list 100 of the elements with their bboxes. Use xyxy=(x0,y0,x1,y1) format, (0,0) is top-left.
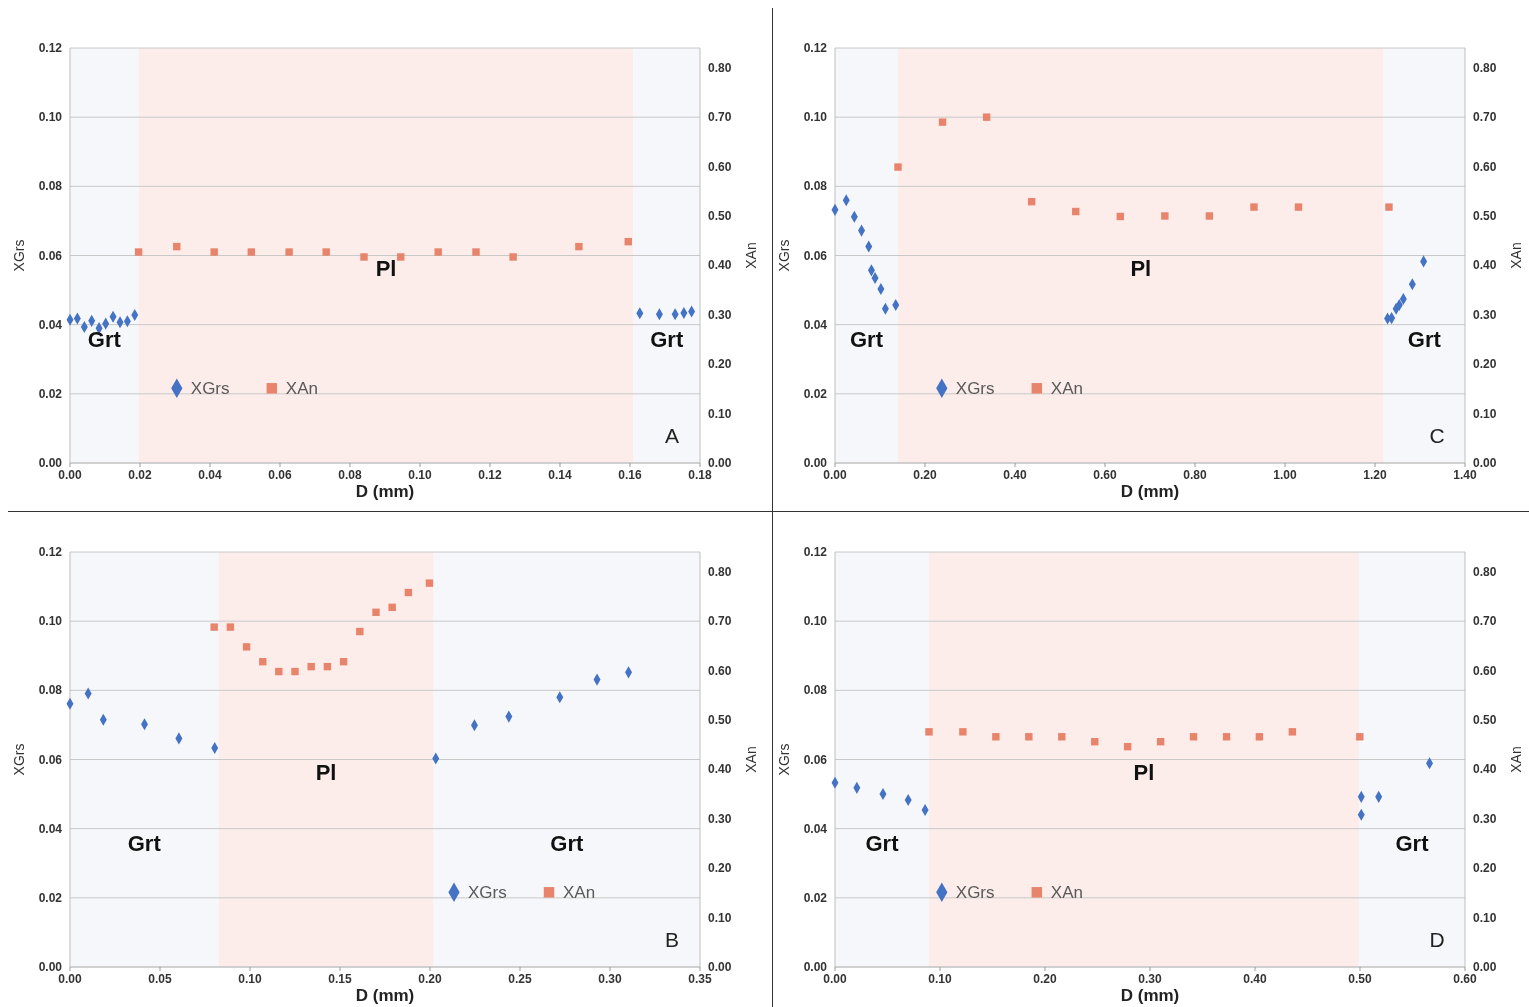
y2-tick-label: 0.80 xyxy=(708,564,732,579)
x-tick-label: 0.15 xyxy=(328,972,352,986)
x-tick-label: 0.40 xyxy=(1003,468,1027,482)
y2-tick-label: 0.40 xyxy=(708,762,732,777)
band-label: Grt xyxy=(1395,830,1430,856)
point xyxy=(247,248,256,256)
y2-tick-label: 0.60 xyxy=(708,159,732,174)
y-tick-label: 0.00 xyxy=(803,960,828,974)
y-tick-label: 0.02 xyxy=(803,386,828,401)
x-tick-label: 0.50 xyxy=(1348,972,1372,986)
point xyxy=(210,248,218,256)
band-label: Grt xyxy=(850,326,884,352)
y2-tick-label: 0.70 xyxy=(708,110,732,125)
y2-tick-label: 0.20 xyxy=(708,357,732,372)
x-tick-label: 0.08 xyxy=(338,468,362,482)
y2-tick-label: 0.20 xyxy=(1473,357,1497,372)
legend-label: XGrs xyxy=(190,379,230,399)
y2-tick-label: 0.70 xyxy=(1473,614,1497,629)
point xyxy=(938,118,947,126)
y2-tick-label: 0.60 xyxy=(1473,159,1497,174)
x-tick-label: 0.10 xyxy=(408,468,432,482)
point xyxy=(434,248,442,256)
y-tick-label: 0.04 xyxy=(38,821,63,836)
point xyxy=(360,253,368,261)
y-tick-label: 0.06 xyxy=(803,752,828,767)
y-tick-label: 0.02 xyxy=(803,890,828,905)
y2-tick-label: 0.80 xyxy=(1473,60,1497,75)
y2-axis-title: XAn xyxy=(1508,242,1524,269)
x-tick-label: 0.20 xyxy=(1033,972,1057,986)
y2-tick-label: 0.00 xyxy=(708,456,732,470)
point xyxy=(307,662,315,671)
point xyxy=(1250,203,1258,211)
x-axis-title: D (mm) xyxy=(1120,482,1180,501)
band-label: Pl xyxy=(375,256,397,282)
x-tick-label: 0.06 xyxy=(268,468,292,482)
point xyxy=(397,253,405,261)
point xyxy=(291,667,299,676)
y-tick-label: 0.02 xyxy=(38,386,63,401)
annotation: C xyxy=(1429,424,1445,447)
y2-tick-label: 0.70 xyxy=(708,614,732,629)
legend-label: XGrs xyxy=(955,379,995,399)
x-tick-label: 0.00 xyxy=(58,468,82,482)
y-tick-label: 0.04 xyxy=(803,821,828,836)
y-tick-label: 0.04 xyxy=(38,317,63,332)
y2-axis-title: XAn xyxy=(743,746,759,773)
x-tick-label: 0.30 xyxy=(598,972,622,986)
x-tick-label: 0.80 xyxy=(1183,468,1207,482)
point xyxy=(372,608,380,616)
point xyxy=(242,643,251,651)
y-tick-label: 0.10 xyxy=(803,110,828,125)
y-tick-label: 0.06 xyxy=(38,752,63,767)
x-tick-label: 0.20 xyxy=(418,972,442,986)
y2-tick-label: 0.40 xyxy=(708,258,732,273)
point xyxy=(992,733,1000,741)
point xyxy=(575,242,583,251)
y-tick-label: 0.06 xyxy=(803,248,828,263)
x-tick-label: 0.40 xyxy=(1243,972,1267,986)
y-axis-title: XGrs xyxy=(776,743,792,776)
y2-tick-label: 0.80 xyxy=(708,60,732,75)
y2-tick-label: 0.60 xyxy=(708,663,732,678)
y-tick-label: 0.10 xyxy=(38,614,63,629)
y-tick-label: 0.06 xyxy=(38,248,63,263)
x-tick-label: 0.60 xyxy=(1093,468,1117,482)
y2-tick-label: 0.00 xyxy=(1473,456,1497,470)
y-tick-label: 0.00 xyxy=(38,456,63,470)
x-tick-label: 0.00 xyxy=(58,972,82,986)
y2-tick-label: 0.00 xyxy=(708,960,732,974)
y2-axis-title: XAn xyxy=(1508,746,1524,773)
band-label: Pl xyxy=(1133,760,1155,786)
y-tick-label: 0.10 xyxy=(803,614,828,629)
band-label: Grt xyxy=(1407,326,1442,352)
point xyxy=(425,579,434,587)
x-tick-label: 0.05 xyxy=(148,972,172,986)
point xyxy=(894,163,902,171)
y-tick-label: 0.10 xyxy=(38,110,63,125)
point xyxy=(509,253,517,261)
point xyxy=(285,248,293,256)
y2-tick-label: 0.50 xyxy=(1473,208,1497,223)
y2-tick-label: 0.20 xyxy=(708,861,732,876)
y2-tick-label: 0.40 xyxy=(1473,258,1497,273)
x-axis-title: D (mm) xyxy=(355,482,415,501)
x-tick-label: 0.04 xyxy=(198,468,222,482)
band-label: Grt xyxy=(550,830,584,856)
x-tick-label: 0.00 xyxy=(823,972,847,986)
y-tick-label: 0.12 xyxy=(803,545,828,559)
point xyxy=(472,248,480,256)
legend-label: XGrs xyxy=(955,883,995,903)
annotation: D xyxy=(1429,928,1445,951)
point xyxy=(1288,728,1297,736)
band-label: Pl xyxy=(315,760,337,786)
x-tick-label: 0.25 xyxy=(508,972,532,986)
y2-tick-label: 0.50 xyxy=(708,712,732,727)
y-axis-title: XGrs xyxy=(11,743,27,776)
band-label: Pl xyxy=(1130,256,1152,282)
point xyxy=(275,667,283,676)
y2-tick-label: 0.10 xyxy=(1473,910,1497,925)
x-tick-label: 0.16 xyxy=(618,468,642,482)
x-tick-label: 0.14 xyxy=(548,468,572,482)
x-tick-label: 0.60 xyxy=(1453,972,1477,986)
y2-tick-label: 0.00 xyxy=(1473,960,1497,974)
